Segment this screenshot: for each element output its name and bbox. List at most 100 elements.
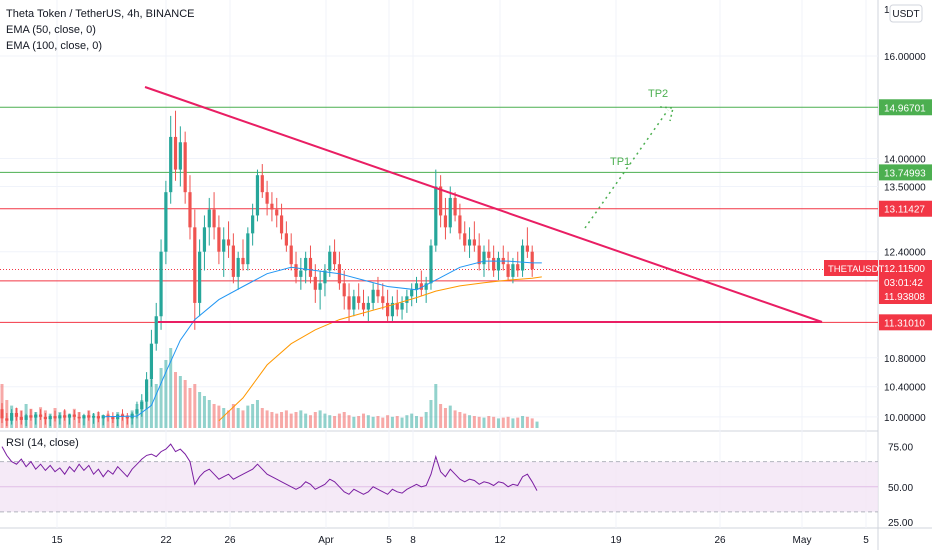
volume-bar bbox=[386, 415, 390, 428]
volume-bar bbox=[525, 416, 529, 428]
candle-body bbox=[328, 251, 332, 271]
volume-bar bbox=[366, 415, 370, 428]
price-tick-label-partial: 1 bbox=[884, 5, 890, 16]
volume-bar bbox=[424, 412, 428, 428]
volume-bar bbox=[477, 416, 481, 428]
price-tag-label: 03:01:42 bbox=[884, 278, 923, 289]
price-tag-bg bbox=[879, 288, 932, 304]
volume-bar bbox=[299, 410, 303, 428]
currency-button-label[interactable]: USDT bbox=[892, 9, 919, 20]
candle-body bbox=[164, 192, 168, 252]
currency-button-frame[interactable] bbox=[889, 4, 923, 23]
volume-bar bbox=[149, 380, 153, 428]
candle-body bbox=[511, 264, 515, 277]
candle-body bbox=[96, 416, 100, 419]
candle-body bbox=[72, 414, 76, 417]
volume-bar bbox=[381, 417, 385, 428]
candle-body bbox=[323, 270, 327, 284]
currency-button[interactable]: USDT bbox=[889, 4, 923, 23]
candle-body bbox=[405, 296, 409, 303]
volume-bar bbox=[352, 416, 356, 428]
candle-body bbox=[231, 245, 235, 277]
volume-bar bbox=[217, 405, 221, 428]
volume-bar bbox=[169, 348, 173, 428]
volume-bar bbox=[453, 410, 457, 428]
candle-body bbox=[10, 413, 14, 421]
volume-bar bbox=[174, 372, 178, 428]
volume-bar bbox=[511, 418, 515, 428]
candle-body bbox=[477, 245, 481, 265]
candle-body bbox=[53, 416, 57, 419]
volume-bar bbox=[227, 410, 231, 428]
price-tag-label: 12.11500 bbox=[884, 264, 925, 275]
time-tick-label: Apr bbox=[318, 535, 334, 546]
rsi-tick-label: 75.00 bbox=[888, 443, 913, 454]
volume-bar bbox=[521, 416, 525, 428]
candle-body bbox=[58, 415, 62, 419]
candle-body bbox=[120, 414, 125, 417]
candle-body bbox=[5, 418, 9, 421]
volume-bar bbox=[251, 404, 255, 428]
time-tick-label: 19 bbox=[610, 535, 622, 546]
candle-body bbox=[38, 414, 43, 417]
price-tag-label: 11.31010 bbox=[884, 318, 925, 329]
volume-bar bbox=[342, 412, 346, 428]
candle-body bbox=[77, 416, 81, 419]
volume-bar bbox=[202, 396, 206, 428]
candle-body bbox=[525, 245, 529, 252]
volume-bar bbox=[395, 416, 399, 428]
candle-body bbox=[87, 415, 91, 418]
candle-body bbox=[173, 136, 178, 170]
volume-bar bbox=[535, 421, 539, 428]
candle-body bbox=[0, 409, 4, 419]
volume-bar bbox=[145, 392, 149, 428]
candle-body bbox=[265, 192, 269, 204]
candle-body bbox=[400, 302, 404, 310]
volume-bar bbox=[357, 416, 361, 428]
time-tick-label: 5 bbox=[386, 535, 392, 546]
candle-body bbox=[467, 239, 472, 246]
candle-body bbox=[183, 142, 187, 193]
candle-body bbox=[284, 233, 288, 246]
candle-body bbox=[304, 257, 308, 271]
volume-bar bbox=[443, 408, 447, 428]
volume-bar bbox=[434, 384, 438, 428]
candle-body bbox=[169, 136, 173, 193]
candle-body bbox=[193, 227, 197, 303]
candle-body bbox=[43, 416, 47, 420]
symbol-tag-label: THETAUSDT bbox=[828, 264, 884, 275]
candle-body bbox=[279, 215, 284, 234]
price-tag-bg bbox=[879, 200, 932, 217]
candle-body bbox=[111, 416, 115, 420]
volume-bar bbox=[501, 417, 505, 428]
candle-body bbox=[125, 416, 129, 419]
candle-body bbox=[361, 302, 366, 310]
time-tick-label: 22 bbox=[160, 535, 172, 546]
candle-body bbox=[149, 343, 154, 380]
candle-body bbox=[410, 289, 414, 297]
time-tick-label: 5 bbox=[863, 535, 869, 546]
candle-body bbox=[318, 283, 322, 290]
volume-bar bbox=[347, 415, 351, 428]
chart-legend: Theta Token / TetherUS, 4h, BINANCE EMA … bbox=[6, 6, 195, 54]
candle-body bbox=[458, 215, 462, 234]
volume-bar bbox=[463, 413, 467, 428]
price-tick-label: 12.40000 bbox=[884, 248, 926, 259]
candle-body bbox=[342, 283, 346, 297]
time-tick-label: May bbox=[793, 535, 812, 546]
candle-body bbox=[154, 316, 158, 344]
candle-body bbox=[530, 251, 534, 270]
candle-body bbox=[463, 233, 467, 246]
price-tag-label: 13.11427 bbox=[884, 205, 925, 216]
candle-body bbox=[381, 296, 385, 303]
candle-body bbox=[487, 251, 491, 258]
volume-bar bbox=[198, 392, 202, 428]
volume-bar bbox=[207, 400, 211, 428]
volume-bar bbox=[458, 412, 462, 428]
candle-body bbox=[516, 264, 520, 271]
candle-body bbox=[82, 415, 86, 419]
volume-bar bbox=[294, 412, 298, 428]
candle-body bbox=[313, 276, 317, 290]
tp1-label: TP1 bbox=[610, 156, 630, 168]
